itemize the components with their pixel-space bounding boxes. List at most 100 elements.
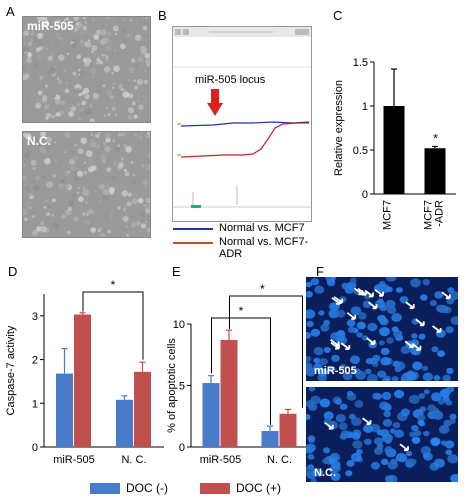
cell [104,182,110,188]
cell [88,157,93,163]
cell [80,70,86,76]
cell [143,79,149,84]
cell [23,66,26,71]
nucleus [418,393,426,399]
nucleus [379,401,390,411]
cell [114,49,117,52]
fluorescence-texture [306,277,458,381]
cell [71,42,76,48]
cell [131,101,136,106]
genome-browser-plot [173,27,311,208]
significance-bracket [82,291,144,360]
cell [145,58,150,66]
cell [68,158,76,165]
nucleus [351,432,361,440]
cell [96,62,99,65]
nucleus [328,309,340,319]
nucleus [308,387,316,392]
nucleus [405,450,413,457]
cell [42,176,46,180]
nucleus [431,392,442,402]
cell [78,196,84,203]
nucleus [306,356,312,362]
cell [51,198,56,203]
white-arrow-icon [366,337,376,345]
nucleus [310,328,321,337]
cell [118,91,124,98]
cell [82,186,86,190]
cell [111,176,116,180]
cell [25,96,32,104]
cell [146,132,150,135]
nucleus [395,287,403,293]
cell [31,27,35,30]
cell [84,20,88,25]
cell [102,84,106,88]
nucleus [446,297,455,305]
cell [136,99,140,103]
cell [41,95,48,101]
cell [64,132,71,138]
nucleus [306,320,314,328]
white-arrow-icon [374,289,384,297]
cell [78,111,84,118]
nucleus [323,319,330,326]
cell [132,214,137,218]
cell [126,212,129,215]
nucleus [394,389,405,399]
cell [86,213,89,216]
white-arrow-icon [340,342,351,350]
cell [23,192,27,198]
cell [117,206,122,210]
cell [107,229,111,234]
cell [53,94,56,98]
panel-f-letter: F [316,264,324,279]
nucleus [364,438,372,445]
cell [101,158,106,163]
cell [73,206,78,211]
cell [46,112,51,118]
nucleus [374,299,386,309]
cell [71,150,76,155]
cell [111,106,116,111]
cell [145,203,150,209]
cell [67,170,70,173]
nucleus [330,472,341,481]
nucleus [335,413,346,423]
cell [80,61,85,66]
micrograph-texture [23,132,150,237]
cell [145,118,149,122]
cell [79,31,84,36]
nucleus [307,435,316,442]
genome-browser-view: miR-505 locus [172,26,312,222]
cell [30,38,34,42]
cell [122,29,125,33]
bar [261,431,279,447]
nucleus [347,326,356,333]
cell [113,162,118,167]
cell [84,144,91,151]
nucleus [365,368,372,375]
nucleus [438,399,445,405]
cell [81,91,86,95]
cell [146,17,149,19]
cell [104,133,111,139]
cell [70,216,73,219]
cell [31,108,34,111]
cell [143,69,146,73]
cell [102,37,109,44]
cell [33,184,40,192]
x-tick-label: -ADR [434,200,446,227]
cell [28,41,33,47]
cell [123,39,131,46]
nucleus [391,376,399,381]
legend-label-doc-plus: DOC (+) [236,481,281,495]
cell [100,153,107,160]
cell [47,204,51,208]
cell [108,186,115,193]
cell [120,158,123,161]
nucleus [346,459,355,467]
nucleus [391,313,402,322]
nucleus [354,400,364,408]
